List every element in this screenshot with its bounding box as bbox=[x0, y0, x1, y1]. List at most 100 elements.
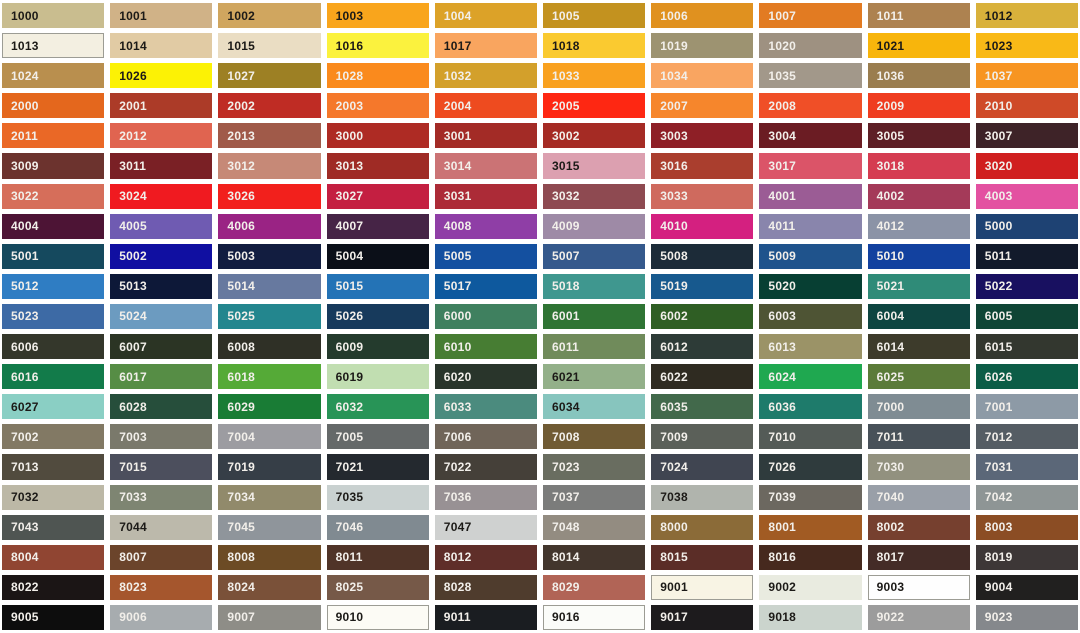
color-swatch-8003[interactable]: 8003 bbox=[975, 514, 1078, 540]
color-swatch-1016[interactable]: 1016 bbox=[326, 33, 429, 59]
color-swatch-6000[interactable]: 6000 bbox=[434, 303, 537, 330]
color-swatch-7004[interactable]: 7004 bbox=[218, 424, 321, 450]
color-swatch-1023[interactable]: 1023 bbox=[975, 33, 1078, 59]
color-swatch-3018[interactable]: 3018 bbox=[867, 153, 970, 179]
color-swatch-6036[interactable]: 6036 bbox=[759, 394, 862, 420]
color-swatch-5005[interactable]: 5005 bbox=[434, 243, 537, 269]
color-swatch-7024[interactable]: 7024 bbox=[651, 454, 754, 480]
color-swatch-7036[interactable]: 7036 bbox=[434, 484, 537, 510]
color-swatch-4009[interactable]: 4009 bbox=[542, 213, 646, 239]
color-swatch-5002[interactable]: 5002 bbox=[110, 243, 213, 269]
color-swatch-1002[interactable]: 1002 bbox=[218, 3, 321, 29]
color-swatch-8025[interactable]: 8025 bbox=[326, 574, 429, 600]
color-swatch-3003[interactable]: 3003 bbox=[651, 123, 754, 149]
color-swatch-3009[interactable]: 3009 bbox=[2, 153, 105, 179]
color-swatch-8016[interactable]: 8016 bbox=[759, 544, 862, 570]
color-swatch-1035[interactable]: 1035 bbox=[759, 63, 862, 89]
color-swatch-4012[interactable]: 4012 bbox=[867, 213, 970, 239]
color-swatch-3004[interactable]: 3004 bbox=[759, 123, 862, 149]
color-swatch-6004[interactable]: 6004 bbox=[867, 303, 970, 330]
color-swatch-1033[interactable]: 1033 bbox=[542, 63, 646, 89]
color-swatch-8015[interactable]: 8015 bbox=[651, 544, 754, 570]
color-swatch-5018[interactable]: 5018 bbox=[542, 273, 646, 299]
color-swatch-7045[interactable]: 7045 bbox=[218, 514, 321, 540]
color-swatch-7012[interactable]: 7012 bbox=[975, 424, 1078, 450]
color-swatch-5010[interactable]: 5010 bbox=[867, 243, 970, 269]
color-swatch-5019[interactable]: 5019 bbox=[651, 273, 754, 299]
color-swatch-3022[interactable]: 3022 bbox=[2, 183, 105, 209]
color-swatch-4001[interactable]: 4001 bbox=[759, 183, 862, 209]
color-swatch-9018[interactable]: 9018 bbox=[759, 604, 862, 630]
color-swatch-3020[interactable]: 3020 bbox=[975, 153, 1078, 179]
color-swatch-2002[interactable]: 2002 bbox=[218, 93, 321, 119]
color-swatch-3012[interactable]: 3012 bbox=[218, 153, 321, 179]
color-swatch-9011[interactable]: 9011 bbox=[434, 604, 537, 630]
color-swatch-6002[interactable]: 6002 bbox=[651, 303, 754, 330]
color-swatch-3005[interactable]: 3005 bbox=[867, 123, 970, 149]
color-swatch-2000[interactable]: 2000 bbox=[2, 93, 105, 119]
color-swatch-6028[interactable]: 6028 bbox=[110, 394, 213, 420]
color-swatch-7032[interactable]: 7032 bbox=[2, 484, 105, 510]
color-swatch-2010[interactable]: 2010 bbox=[975, 93, 1078, 119]
color-swatch-6015[interactable]: 6015 bbox=[975, 334, 1078, 360]
color-swatch-5025[interactable]: 5025 bbox=[218, 303, 321, 330]
color-swatch-6007[interactable]: 6007 bbox=[110, 334, 213, 360]
color-swatch-1001[interactable]: 1001 bbox=[110, 3, 213, 29]
color-swatch-6012[interactable]: 6012 bbox=[651, 334, 754, 360]
color-swatch-9010[interactable]: 9010 bbox=[326, 604, 429, 630]
color-swatch-7011[interactable]: 7011 bbox=[867, 424, 970, 450]
color-swatch-9003[interactable]: 9003 bbox=[867, 574, 970, 600]
color-swatch-9017[interactable]: 9017 bbox=[651, 604, 754, 630]
color-swatch-5017[interactable]: 5017 bbox=[434, 273, 537, 299]
color-swatch-5014[interactable]: 5014 bbox=[218, 273, 321, 299]
color-swatch-7013[interactable]: 7013 bbox=[2, 454, 105, 480]
color-swatch-6003[interactable]: 6003 bbox=[759, 303, 862, 330]
color-swatch-2003[interactable]: 2003 bbox=[326, 93, 429, 119]
color-swatch-1014[interactable]: 1014 bbox=[110, 33, 213, 59]
color-swatch-8023[interactable]: 8023 bbox=[110, 574, 213, 600]
color-swatch-1013[interactable]: 1013 bbox=[2, 33, 105, 59]
color-swatch-1017[interactable]: 1017 bbox=[434, 33, 537, 59]
color-swatch-7047[interactable]: 7047 bbox=[434, 514, 537, 540]
color-swatch-8000[interactable]: 8000 bbox=[651, 514, 754, 540]
color-swatch-4008[interactable]: 4008 bbox=[434, 213, 537, 239]
color-swatch-2013[interactable]: 2013 bbox=[218, 123, 321, 149]
color-swatch-6026[interactable]: 6026 bbox=[975, 364, 1078, 390]
color-swatch-6029[interactable]: 6029 bbox=[218, 394, 321, 420]
color-swatch-1036[interactable]: 1036 bbox=[867, 63, 970, 89]
color-swatch-1026[interactable]: 1026 bbox=[110, 63, 213, 89]
color-swatch-4006[interactable]: 4006 bbox=[218, 213, 321, 239]
color-swatch-9016[interactable]: 9016 bbox=[542, 604, 646, 630]
color-swatch-3014[interactable]: 3014 bbox=[434, 153, 537, 179]
color-swatch-1020[interactable]: 1020 bbox=[759, 33, 862, 59]
color-swatch-6014[interactable]: 6014 bbox=[867, 334, 970, 360]
color-swatch-7005[interactable]: 7005 bbox=[326, 424, 429, 450]
color-swatch-3013[interactable]: 3013 bbox=[326, 153, 429, 179]
color-swatch-5011[interactable]: 5011 bbox=[975, 243, 1078, 269]
color-swatch-6027[interactable]: 6027 bbox=[2, 394, 105, 420]
color-swatch-5009[interactable]: 5009 bbox=[759, 243, 862, 269]
color-swatch-3027[interactable]: 3027 bbox=[326, 183, 429, 209]
color-swatch-1006[interactable]: 1006 bbox=[651, 3, 754, 29]
color-swatch-7031[interactable]: 7031 bbox=[975, 454, 1078, 480]
color-swatch-5015[interactable]: 5015 bbox=[326, 273, 429, 299]
color-swatch-6019[interactable]: 6019 bbox=[326, 364, 429, 390]
color-swatch-2007[interactable]: 2007 bbox=[651, 93, 754, 119]
color-swatch-8029[interactable]: 8029 bbox=[542, 574, 646, 600]
color-swatch-7022[interactable]: 7022 bbox=[434, 454, 537, 480]
color-swatch-6018[interactable]: 6018 bbox=[218, 364, 321, 390]
color-swatch-7000[interactable]: 7000 bbox=[867, 394, 970, 420]
color-swatch-4005[interactable]: 4005 bbox=[110, 213, 213, 239]
color-swatch-8011[interactable]: 8011 bbox=[326, 544, 429, 570]
color-swatch-1032[interactable]: 1032 bbox=[434, 63, 537, 89]
color-swatch-5026[interactable]: 5026 bbox=[326, 303, 429, 330]
color-swatch-5001[interactable]: 5001 bbox=[2, 243, 105, 269]
color-swatch-7003[interactable]: 7003 bbox=[110, 424, 213, 450]
color-swatch-3011[interactable]: 3011 bbox=[110, 153, 213, 179]
color-swatch-2011[interactable]: 2011 bbox=[2, 123, 105, 149]
color-swatch-8004[interactable]: 8004 bbox=[2, 544, 105, 570]
color-swatch-6021[interactable]: 6021 bbox=[542, 364, 646, 390]
color-swatch-7010[interactable]: 7010 bbox=[759, 424, 862, 450]
color-swatch-5008[interactable]: 5008 bbox=[651, 243, 754, 269]
color-swatch-5013[interactable]: 5013 bbox=[110, 273, 213, 299]
